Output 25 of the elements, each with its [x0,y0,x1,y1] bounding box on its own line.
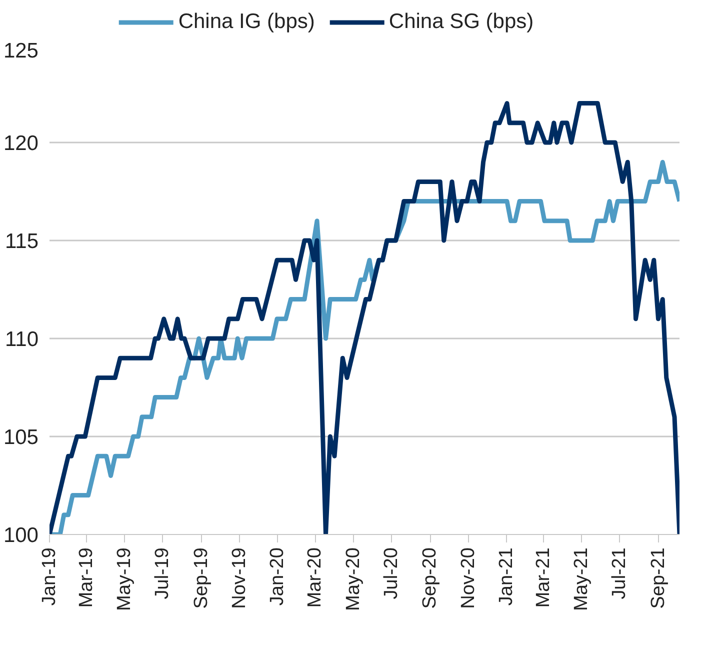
x-tick-label: May-20 [342,547,364,611]
y-tick-label: 105 [3,426,39,449]
x-tick-label: Sep-21 [648,547,669,609]
y-tick-label: 115 [5,230,39,253]
x-tick-label: Mar-19 [76,547,97,608]
x-tick-label: Jul-20 [380,548,402,600]
x-tick-label: Nov-19 [229,548,250,609]
x-tick-label: Jan-19 [39,547,60,606]
y-tick-label: 120 [3,132,39,155]
y-tick-label: 125 [3,40,39,62]
y-tick-label: 110 [5,328,39,351]
x-tick-label: Mar-20 [304,547,326,608]
legend-label: China SG (bps) [388,10,534,34]
y-tick-label: 100 [3,524,39,547]
x-tick-label: Nov-20 [458,548,479,609]
x-tick-label: May-21 [570,547,592,611]
x-tick-label: Sep-19 [190,547,212,609]
x-tick-label: Sep-20 [420,547,441,609]
x-tick-label: Jan-21 [496,547,517,606]
x-tick-label: Jul-21 [609,548,630,600]
x-tick-label: May-19 [114,547,135,611]
x-tick-label: Jan-20 [267,547,288,606]
x-tick-label: Jul-19 [152,548,174,600]
x-tick-label: Mar-21 [532,547,554,608]
legend-label: China IG (bps) [178,10,315,34]
